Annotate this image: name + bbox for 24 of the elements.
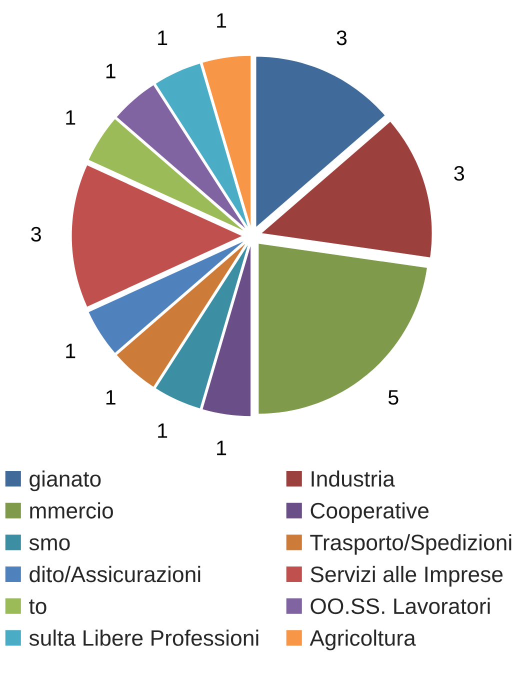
legend-label: sulta Libere Professioni [29, 630, 258, 646]
legend-label: mmercio [30, 502, 113, 519]
data-label: 5 [388, 390, 398, 405]
data-label: 1 [217, 13, 226, 28]
legend-label: Servizi alle Imprese [310, 566, 503, 587]
legend-label: Trasporto/Spedizioni [310, 534, 512, 555]
data-label: 1 [158, 30, 168, 45]
legend-label: dito/Assicurazioni [30, 566, 200, 582]
data-label: 1 [106, 390, 116, 405]
legend-label: Industria [312, 470, 395, 487]
data-label: 3 [336, 30, 347, 46]
data-label: 1 [66, 344, 76, 358]
data-label: 1 [158, 423, 168, 438]
legend-label: to [29, 599, 46, 614]
data-label: 1 [66, 110, 76, 125]
legend-label: OO.SS. Lavoratori [310, 598, 490, 614]
data-label: 3 [31, 226, 41, 242]
data-label: 1 [106, 64, 116, 78]
data-label: 3 [454, 166, 464, 181]
legend-label: Agricoltura [310, 630, 416, 650]
data-label: 1 [217, 440, 226, 456]
legend-label: gianato [30, 470, 101, 492]
legend-label: Cooperative [310, 502, 429, 523]
legend-label: smo [29, 538, 70, 550]
